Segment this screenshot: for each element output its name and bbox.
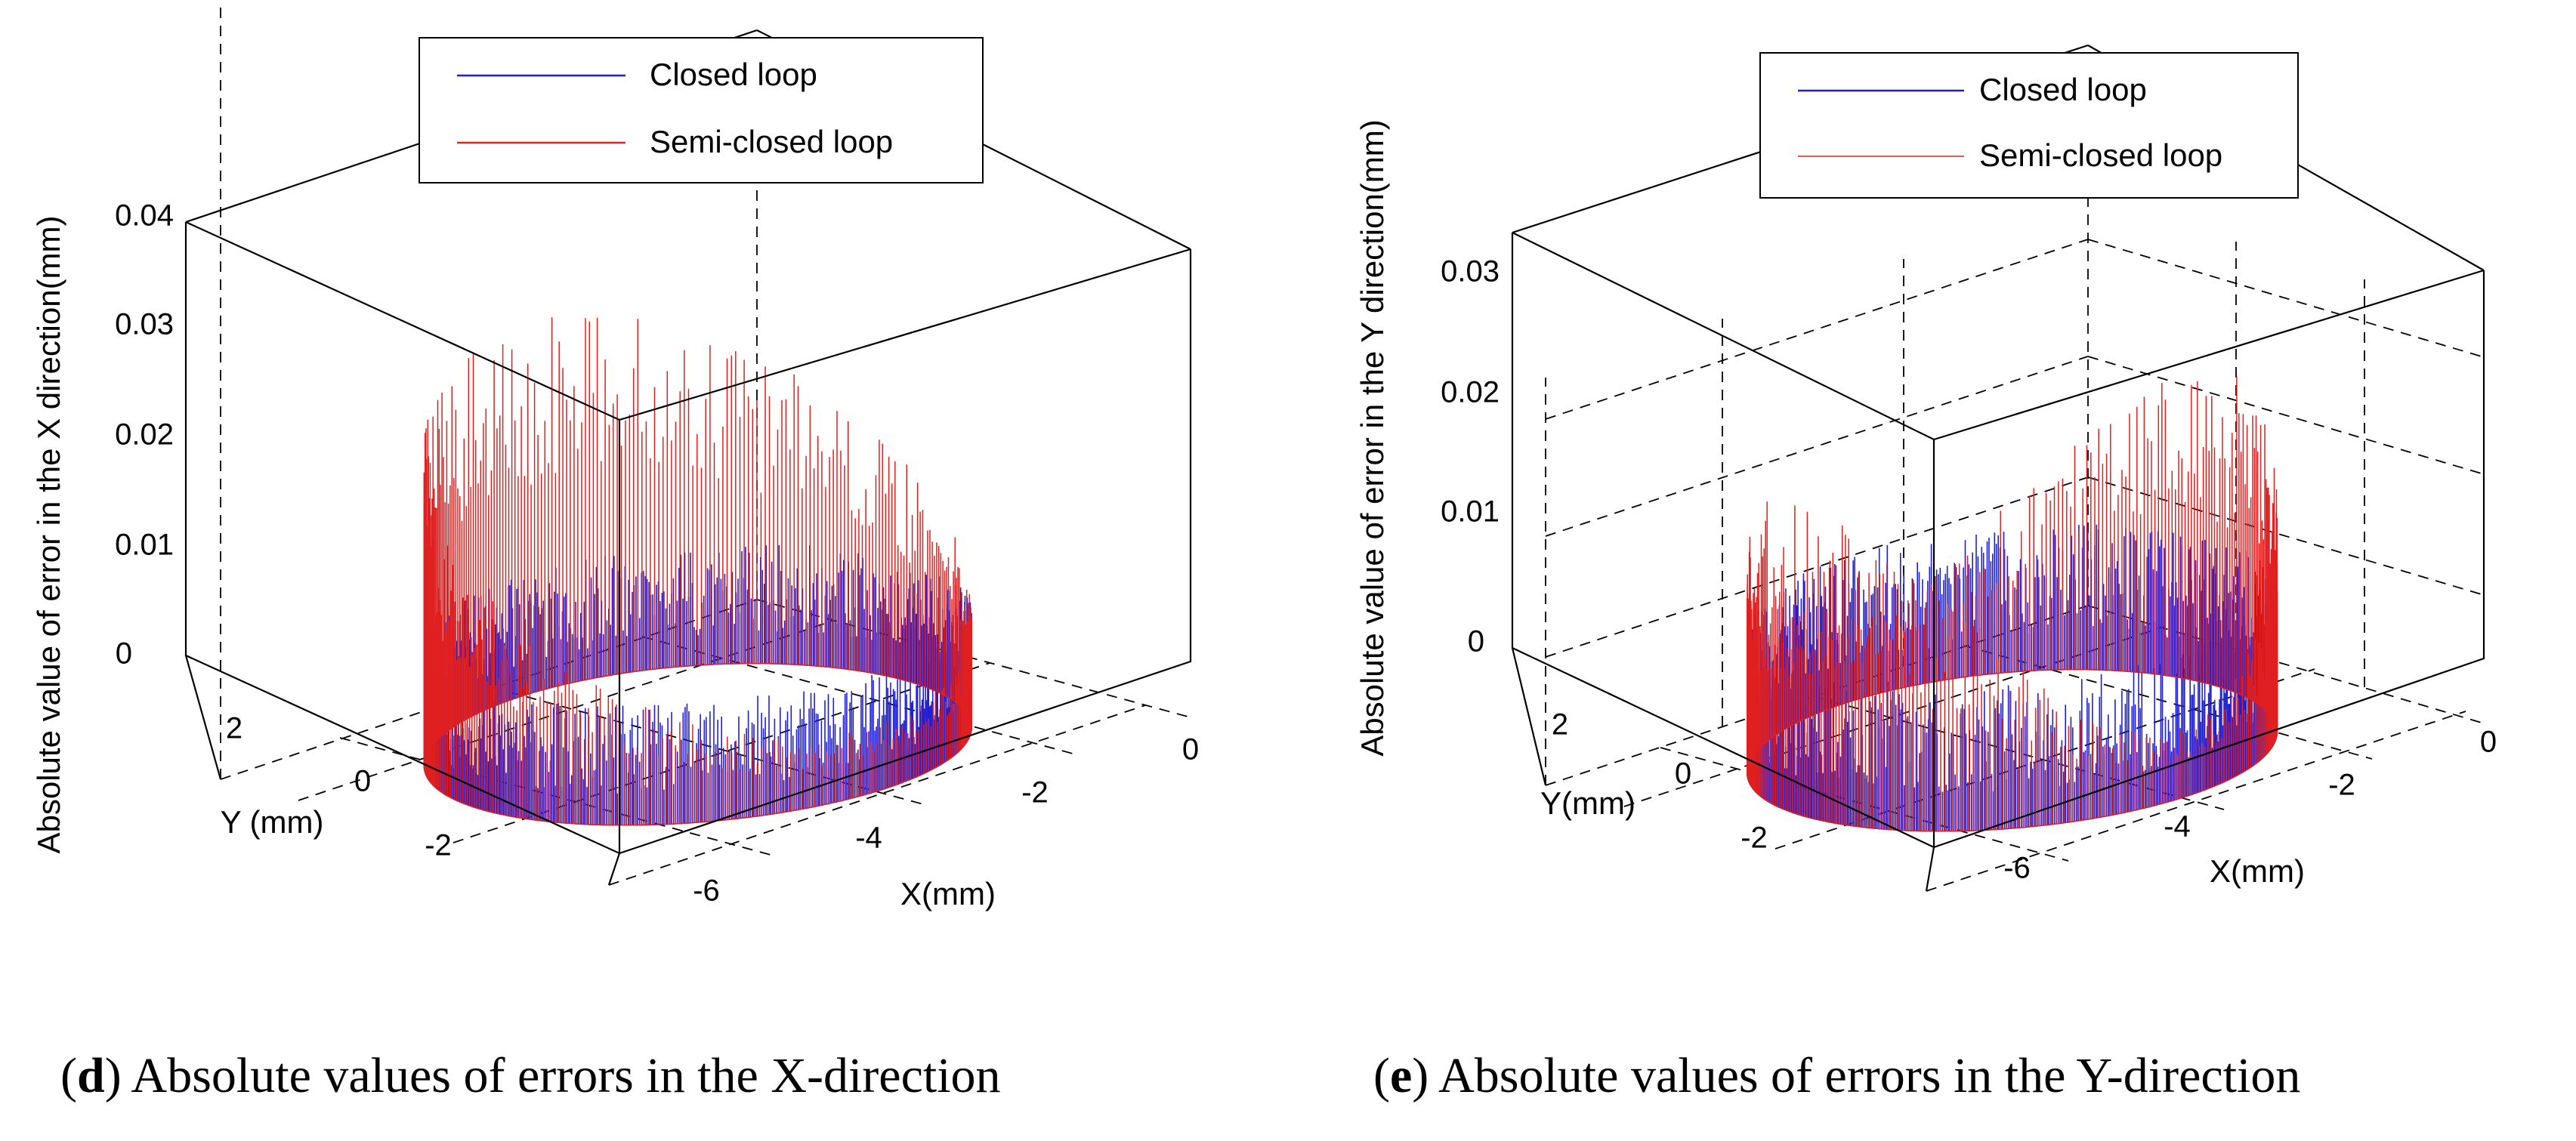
panel-e: 0 0.01 0.02 0.03 -6 -4 -2 0 2 0 -2 X(mm)… [1354,44,2497,1103]
panel-d-x-axis-label: X(mm) [900,876,996,911]
panel-e-xtick: -6 [2003,852,2031,885]
panel-e-ztick: 0.02 [1441,376,1500,409]
panel-d-ytick: 2 [226,712,242,745]
panel-e-caption: (e) Absolute values of errors in the Y-d… [1373,1048,2300,1103]
panel-e-x-axis-label: X(mm) [2210,853,2305,889]
panel-e-xtick: -4 [2164,810,2191,843]
panel-e-ztick: 0 [1468,625,1484,658]
panel-d-x-ticks: -6 -4 -2 0 [693,733,1199,908]
panel-d-ztick: 0.02 [115,418,174,452]
panel-e-z-axis-label: Absolute value of error in the Y directi… [1354,119,1390,757]
panel-d-legend-closed-loop: Closed loop [650,57,817,92]
panel-d-xtick: -4 [855,822,882,855]
panel-d-caption: (d) Absolute values of errors in the X-d… [60,1048,1001,1103]
panel-d-ytick: 0 [354,765,371,798]
trajectory-baseline [423,663,972,826]
panel-d: 0 0.01 0.02 0.03 0.04 -6 -4 -2 0 2 0 -2 … [31,0,1199,1103]
panel-d-legend: Closed loop Semi-closed loop [419,37,984,183]
panel-d-legend-semi-closed-loop: Semi-closed loop [650,124,893,159]
panel-e-y-ticks: 2 0 -2 [1552,708,1768,855]
panel-d-xtick: 0 [1182,733,1199,766]
panel-e-x-ticks: -6 -4 -2 0 [2003,726,2497,885]
panel-e-z-ticks: 0 0.01 0.02 0.03 [1441,255,1500,658]
panel-e-ytick: 0 [1675,757,1691,791]
panel-e-xtick: 0 [2480,726,2497,759]
panel-e-ytick: -2 [1740,822,1768,855]
panel-e-ztick: 0.03 [1441,255,1500,288]
panel-d-y-ticks: 2 0 -2 [226,712,452,862]
panel-e-legend-closed-loop: Closed loop [1979,72,2147,107]
panel-d-xtick: -6 [693,874,720,908]
panel-d-ytick: -2 [425,829,452,862]
panel-d-series-semi-closed-loop [423,317,972,826]
panel-e-ytick: 2 [1552,708,1568,742]
panel-e-legend: Closed loop Semi-closed loop [1759,52,2299,199]
panel-e-legend-semi-closed-loop: Semi-closed loop [1979,137,2222,173]
panel-d-xtick: -2 [1021,776,1049,809]
panel-d-z-ticks: 0 0.01 0.02 0.03 0.04 [115,199,174,671]
trajectory-baseline [1747,669,2278,832]
panel-d-y-axis-label: Y (mm) [221,804,324,840]
panel-d-ztick: 0.04 [115,199,174,233]
panel-d-ztick: 0.03 [115,308,174,341]
panel-d-ztick: 0.01 [115,529,174,562]
panel-d-ztick: 0 [116,637,132,671]
panel-e-y-axis-label: Y(mm) [1540,785,1635,821]
panel-e-xtick: -2 [2328,769,2355,802]
panel-e-ztick: 0.01 [1441,495,1500,529]
panel-d-z-axis-label: Absolute value of error in the X directi… [31,215,66,853]
